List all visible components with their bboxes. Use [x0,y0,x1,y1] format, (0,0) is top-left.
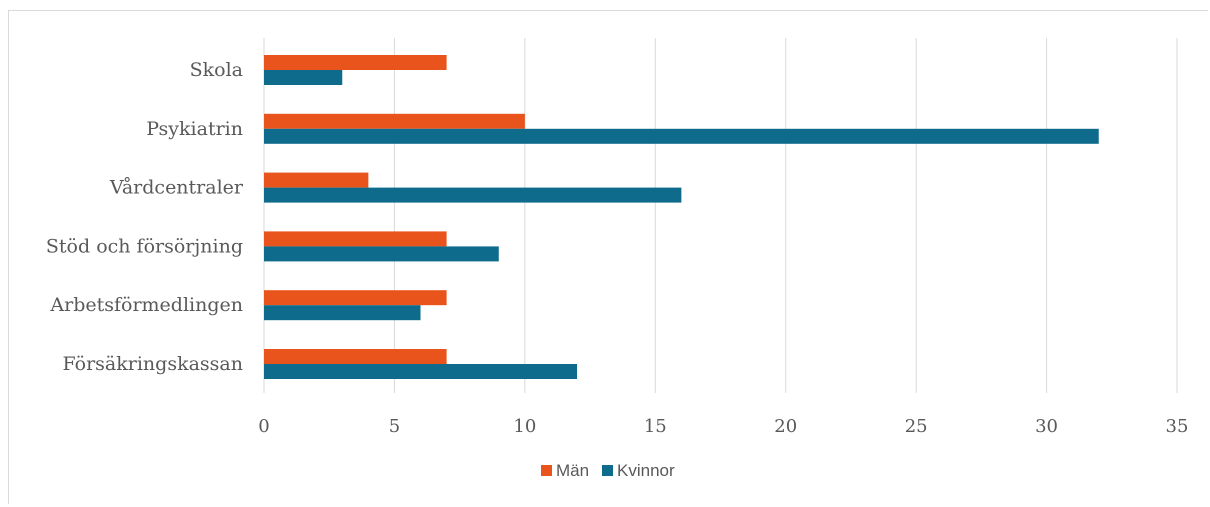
x-tick-label: 10 [513,416,536,437]
bar-man-4 [264,290,447,306]
bar-kvinnor-0 [264,70,343,85]
x-tick-label: 25 [905,416,928,437]
bar-kvinnor-4 [264,305,421,321]
x-tick-label: 0 [258,416,269,437]
category-label: Arbetsförmedlingen [49,294,243,316]
gridlines [263,38,1178,393]
bar-kvinnor-3 [264,246,499,262]
legend: Män Kvinnor [541,461,675,480]
x-tick-label: 35 [1166,416,1189,437]
x-tick-label: 30 [1035,416,1058,437]
x-tick-label: 20 [774,416,797,437]
bar-man-0 [264,55,447,70]
bar-man-1 [264,113,525,129]
category-labels: Skola Psykiatrin Vårdcentraler Stöd och för… [46,59,244,375]
legend-swatch [541,465,552,476]
bars [264,55,1099,379]
legend-swatch [602,465,613,476]
bar-man-5 [264,349,447,364]
bar-man-3 [264,231,447,247]
x-tick-labels: 0 5 10 15 20 25 30 35 [258,416,1188,437]
bar-kvinnor-5 [264,364,578,379]
legend-label: Män [556,461,589,480]
x-tick-label: 5 [389,416,400,437]
bar-man-2 [264,172,369,188]
chart-frame [8,10,1208,504]
category-label: Stöd och försörjning [46,235,243,257]
legend-label: Kvinnor [617,461,675,480]
category-label: Vårdcentraler [109,177,244,199]
category-label: Psykiatrin [146,118,243,140]
bar-kvinnor-2 [264,187,682,203]
category-label: Försäkringskassan [63,353,243,375]
x-tick-label: 15 [644,416,667,437]
bar-kvinnor-1 [264,128,1099,144]
category-label: Skola [190,59,243,81]
